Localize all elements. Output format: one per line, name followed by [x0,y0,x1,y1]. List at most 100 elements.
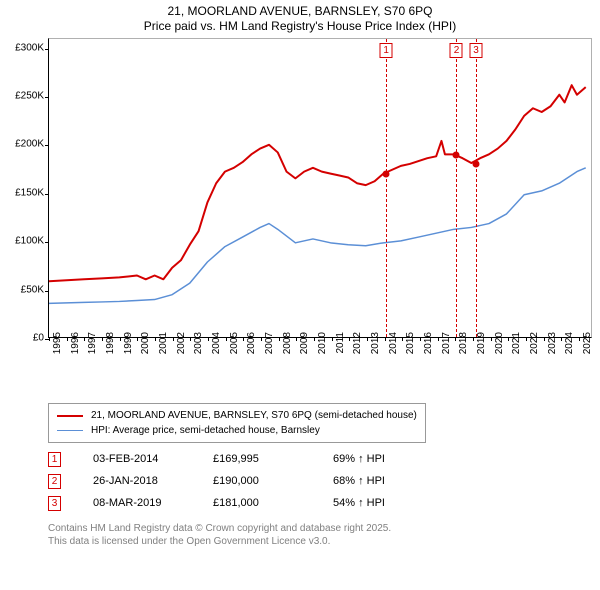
x-tick-mark [173,337,174,341]
sales-table: 103-FEB-2014£169,99569% ↑ HPI226-JAN-201… [48,448,433,514]
plot-area: 1995199619971998199920002001200220032004… [48,38,592,338]
x-tick-mark [508,337,509,341]
y-tick-label: £200K [8,139,44,150]
y-tick-label: £250K [8,91,44,102]
sales-price: £169,995 [213,453,333,465]
legend-label: HPI: Average price, semi-detached house,… [91,425,320,436]
chart-container: 21, MOORLAND AVENUE, BARNSLEY, S70 6PQ P… [0,0,600,590]
x-tick-label: 2002 [176,332,187,354]
title-block: 21, MOORLAND AVENUE, BARNSLEY, S70 6PQ P… [0,0,600,34]
x-tick-label: 2017 [441,332,452,354]
y-tick-label: £300K [8,42,44,53]
sale-badge: 3 [470,43,483,58]
x-tick-label: 2007 [264,332,275,354]
legend-row: 21, MOORLAND AVENUE, BARNSLEY, S70 6PQ (… [57,408,417,423]
sales-date: 08-MAR-2019 [93,497,213,509]
x-tick-label: 2024 [564,332,575,354]
x-tick-mark [332,337,333,341]
x-tick-label: 2022 [529,332,540,354]
legend-swatch [57,430,83,431]
x-tick-mark [226,337,227,341]
x-tick-mark [455,337,456,341]
sales-pct: 68% ↑ HPI [333,475,433,487]
x-tick-mark [579,337,580,341]
sale-vline [386,39,387,337]
x-tick-label: 2009 [299,332,310,354]
x-tick-label: 2016 [423,332,434,354]
y-tick-mark [45,242,49,243]
sales-badge: 2 [48,474,61,489]
x-tick-mark [491,337,492,341]
x-tick-label: 2014 [388,332,399,354]
x-tick-mark [243,337,244,341]
x-tick-label: 2011 [335,332,346,354]
legend-label: 21, MOORLAND AVENUE, BARNSLEY, S70 6PQ (… [91,410,417,421]
x-tick-label: 2018 [458,332,469,354]
sales-price: £190,000 [213,475,333,487]
x-tick-label: 2005 [229,332,240,354]
y-tick-mark [45,194,49,195]
title-address: 21, MOORLAND AVENUE, BARNSLEY, S70 6PQ [0,4,600,19]
x-tick-mark [102,337,103,341]
x-tick-mark [526,337,527,341]
x-tick-label: 2001 [158,332,169,354]
sales-badge: 3 [48,496,61,511]
x-tick-mark [49,337,50,341]
sale-marker [453,152,460,159]
x-tick-label: 2020 [494,332,505,354]
sales-row: 226-JAN-2018£190,00068% ↑ HPI [48,470,433,492]
footer-line1: Contains HM Land Registry data © Crown c… [48,522,391,535]
series-price_paid [49,85,586,281]
x-tick-label: 1995 [52,332,63,354]
x-tick-label: 2025 [582,332,593,354]
y-tick-mark [45,145,49,146]
y-tick-mark [45,49,49,50]
x-tick-mark [279,337,280,341]
x-tick-label: 2023 [547,332,558,354]
y-tick-mark [45,97,49,98]
legend: 21, MOORLAND AVENUE, BARNSLEY, S70 6PQ (… [48,403,426,443]
sale-marker [383,171,390,178]
x-tick-mark [208,337,209,341]
footer: Contains HM Land Registry data © Crown c… [48,522,391,548]
y-tick-label: £150K [8,187,44,198]
x-tick-label: 2021 [511,332,522,354]
x-tick-label: 1999 [123,332,134,354]
x-tick-label: 2019 [476,332,487,354]
y-tick-label: £50K [8,284,44,295]
y-tick-label: £0 [8,333,44,344]
x-tick-label: 1996 [70,332,81,354]
sales-row: 308-MAR-2019£181,00054% ↑ HPI [48,492,433,514]
x-tick-mark [120,337,121,341]
x-tick-label: 2015 [405,332,416,354]
x-tick-label: 2010 [317,332,328,354]
x-tick-label: 2004 [211,332,222,354]
footer-line2: This data is licensed under the Open Gov… [48,535,391,548]
x-tick-mark [296,337,297,341]
x-tick-mark [84,337,85,341]
x-tick-label: 2003 [193,332,204,354]
sales-pct: 54% ↑ HPI [333,497,433,509]
line-svg [49,39,591,337]
x-tick-mark [349,337,350,341]
y-tick-label: £100K [8,236,44,247]
x-tick-mark [67,337,68,341]
sales-row: 103-FEB-2014£169,99569% ↑ HPI [48,448,433,470]
sale-badge: 2 [450,43,463,58]
x-tick-mark [155,337,156,341]
x-tick-label: 1998 [105,332,116,354]
x-tick-mark [314,337,315,341]
sale-vline [456,39,457,337]
chart-area: 1995199619971998199920002001200220032004… [8,38,592,368]
x-tick-mark [561,337,562,341]
x-tick-mark [544,337,545,341]
x-tick-mark [402,337,403,341]
sales-pct: 69% ↑ HPI [333,453,433,465]
x-tick-label: 2008 [282,332,293,354]
y-tick-mark [45,291,49,292]
x-tick-mark [420,337,421,341]
sale-marker [473,160,480,167]
sales-badge: 1 [48,452,61,467]
x-tick-label: 1997 [87,332,98,354]
x-tick-label: 2012 [352,332,363,354]
